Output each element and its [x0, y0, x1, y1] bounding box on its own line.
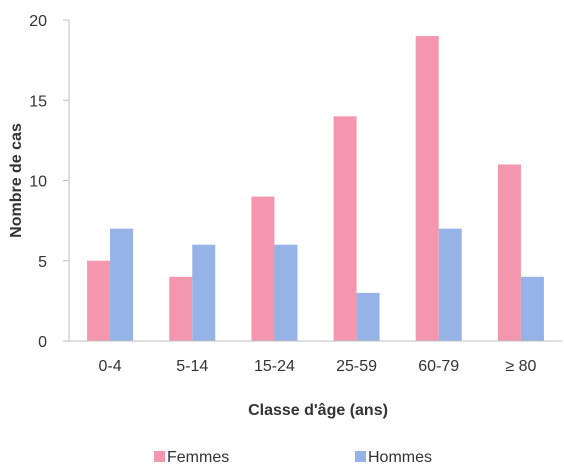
legend-swatch-hommes [355, 451, 366, 462]
y-tick-label: 15 [29, 93, 47, 110]
y-tick-label: 20 [29, 13, 47, 30]
legend-label-femmes: Femmes [167, 449, 229, 466]
bar-femmes-1 [169, 276, 193, 341]
x-tick-label: 0-4 [99, 358, 122, 375]
y-tick-label: 5 [38, 254, 47, 271]
legend-swatch-femmes [154, 451, 165, 462]
bar-femmes-3 [333, 116, 357, 341]
x-tick-label: 5-14 [176, 358, 208, 375]
y-tick-label: 10 [29, 174, 47, 191]
legend-label-hommes: Hommes [368, 449, 432, 466]
x-tick-label: 60-79 [418, 358, 459, 375]
bar-hommes-5 [520, 276, 544, 341]
y-tick-label: 0 [38, 334, 47, 351]
x-axis-ticks: 0-4 5-14 15-24 25-59 60-79 ≥ 80 [99, 358, 537, 375]
bar-femmes-2 [251, 196, 275, 341]
bar-femmes-5 [497, 164, 521, 341]
bars-group [87, 36, 544, 342]
x-tick-label: ≥ 80 [505, 358, 536, 375]
bar-hommes-2 [274, 244, 298, 341]
bar-hommes-4 [438, 228, 462, 341]
bar-hommes-0 [110, 228, 134, 341]
x-tick-label: 15-24 [254, 358, 295, 375]
bar-femmes-0 [87, 260, 111, 341]
y-axis-title: Nombre de cas [8, 123, 25, 238]
y-axis-ticks: 0 5 10 15 20 [29, 13, 69, 351]
legend: Femmes Hommes [154, 449, 432, 466]
x-axis-title: Classe d'âge (ans) [248, 402, 388, 419]
bar-hommes-3 [356, 292, 380, 341]
bar-hommes-1 [192, 244, 216, 341]
bar-femmes-4 [415, 36, 439, 342]
x-tick-label: 25-59 [336, 358, 377, 375]
